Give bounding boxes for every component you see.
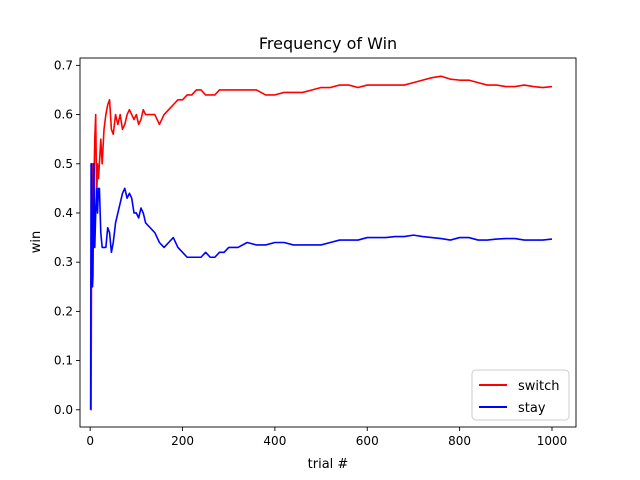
legend: switch stay (471, 369, 570, 421)
chart-title: Frequency of Win (259, 34, 397, 53)
x-tick-label: 400 (263, 434, 286, 448)
y-tick-label: 0.3 (54, 255, 73, 269)
axis-ticks: 0 200 400 600 800 1000 0.0 0.1 0.2 0.3 0.4 0.5 0.6 0.… (54, 58, 567, 448)
series-line-switch (90, 75, 553, 411)
y-axis-label: win (29, 231, 44, 253)
plot-marks (89, 75, 553, 411)
y-tick-label: 0.0 (54, 403, 73, 417)
x-tick-label: 200 (171, 434, 194, 448)
x-tick-label: 1000 (537, 434, 568, 448)
series-line-stay (89, 162, 553, 410)
axes-frame (79, 57, 577, 428)
x-tick-label: 800 (448, 434, 471, 448)
x-tick-label: 600 (356, 434, 379, 448)
y-tick-label: 0.6 (54, 108, 73, 122)
legend-label-stay: stay (518, 401, 546, 416)
y-tick-label: 0.5 (54, 157, 73, 171)
x-axis-label: trial # (308, 457, 349, 472)
y-tick-label: 0.1 (54, 354, 73, 368)
legend-label-switch: switch (518, 379, 560, 394)
y-tick-label: 0.2 (54, 304, 73, 318)
y-tick-label: 0.4 (54, 206, 73, 220)
x-tick-label: 0 (86, 434, 94, 448)
y-tick-label: 0.7 (54, 58, 73, 72)
